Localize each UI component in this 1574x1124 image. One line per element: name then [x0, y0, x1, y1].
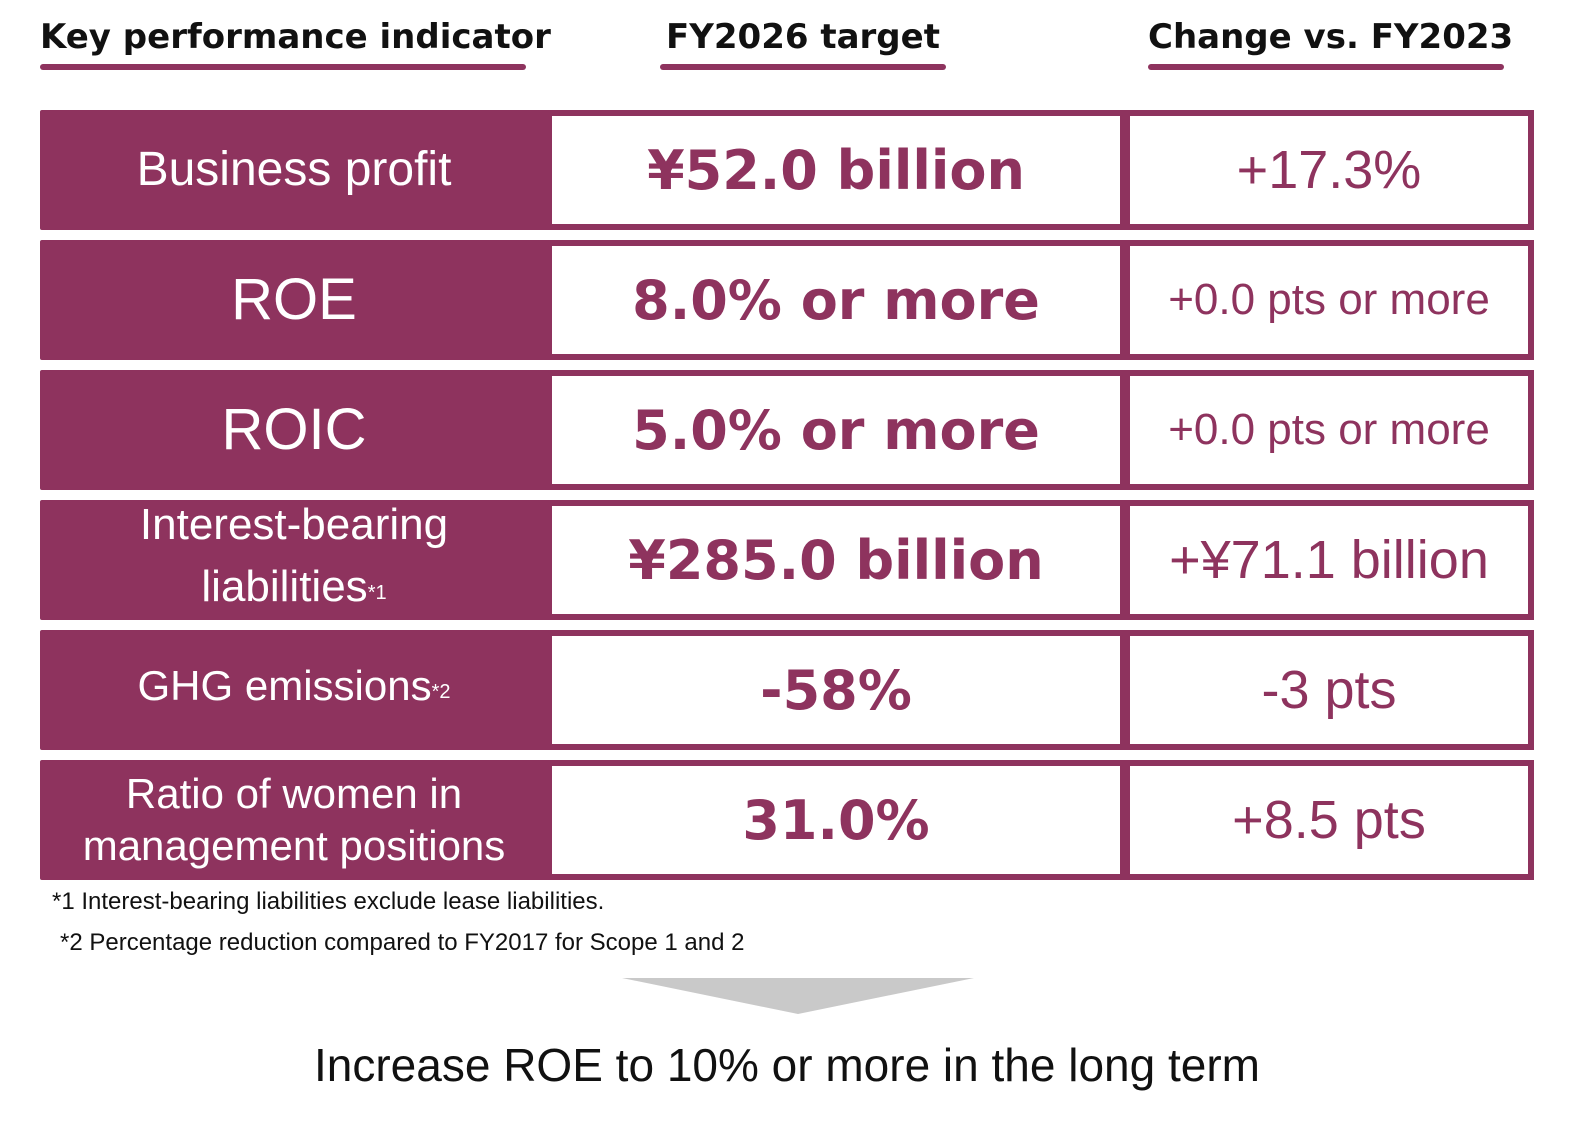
kpi-label-line-1: Interest-bearing: [139, 500, 449, 549]
kpi-change-cell: +¥71.1 billion: [1124, 500, 1534, 620]
kpi-label-text: Ratio of women in management positions: [83, 768, 506, 872]
conclusion-text: Increase ROE to 10% or more in the long …: [314, 1039, 1260, 1091]
kpi-target-cell: -58%: [546, 630, 1126, 750]
kpi-label-cell: ROE: [40, 240, 548, 360]
kpi-target-cell: 31.0%: [546, 760, 1126, 880]
kpi-change-cell: +0.0 pts or more: [1124, 240, 1534, 360]
kpi-change-cell: +0.0 pts or more: [1124, 370, 1534, 490]
kpi-change-cell: +8.5 pts: [1124, 760, 1534, 880]
kpi-label-text: Interest-bearing liabilities*1: [140, 494, 448, 626]
header-change-label: Change vs. FY2023: [1148, 17, 1514, 57]
header-target: FY2026 target: [660, 14, 946, 70]
kpi-target-cell: 5.0% or more: [546, 370, 1126, 490]
kpi-label-cell: GHG emissions*2: [40, 630, 548, 750]
kpi-target-cell: ¥52.0 billion: [546, 110, 1126, 230]
header-change: Change vs. FY2023: [1148, 14, 1514, 70]
kpi-label-cell: Business profit: [40, 110, 548, 230]
kpi-label-text: ROE: [231, 267, 357, 332]
kpi-change-cell: +17.3%: [1124, 110, 1534, 230]
header-kpi: Key performance indicator: [40, 14, 551, 70]
header-kpi-underline: [40, 64, 526, 70]
kpi-row-interest-bearing-liabilities: Interest-bearing liabilities*1 ¥285.0 bi…: [40, 500, 1534, 620]
kpi-label-main: GHG emissions: [137, 662, 432, 709]
header-target-label: FY2026 target: [666, 17, 940, 57]
kpi-label-text: ROIC: [221, 397, 367, 462]
header-kpi-label: Key performance indicator: [40, 17, 551, 57]
kpi-row-ghg-emissions: GHG emissions*2 -58% -3 pts: [40, 630, 1534, 750]
kpi-row-ratio-of-women: Ratio of women in management positions 3…: [40, 760, 1534, 880]
footnote-2: *2 Percentage reduction compared to FY20…: [60, 929, 745, 956]
kpi-row-business-profit: Business profit ¥52.0 billion +17.3%: [40, 110, 1534, 230]
footnote-marker: *1: [367, 582, 387, 604]
kpi-label-cell: Interest-bearing liabilities*1: [40, 500, 548, 620]
header-change-underline: [1148, 64, 1504, 70]
kpi-target-cell: ¥285.0 billion: [546, 500, 1126, 620]
kpi-label-cell: ROIC: [40, 370, 548, 490]
footnote-1: *1 Interest-bearing liabilities exclude …: [52, 888, 605, 915]
kpi-label-line-2: management positions: [82, 822, 506, 869]
header-target-underline: [660, 64, 946, 70]
kpi-row-roic: ROIC 5.0% or more +0.0 pts or more: [40, 370, 1534, 490]
down-arrow-icon: [622, 978, 974, 1014]
kpi-label-line-1: Ratio of women in: [125, 770, 463, 817]
footnote-marker: *2: [431, 681, 451, 703]
kpi-row-roe: ROE 8.0% or more +0.0 pts or more: [40, 240, 1534, 360]
kpi-change-cell: -3 pts: [1124, 630, 1534, 750]
kpi-target-cell: 8.0% or more: [546, 240, 1126, 360]
kpi-label-text: Business profit: [136, 143, 452, 196]
kpi-label-line-2: liabilities: [201, 562, 368, 611]
kpi-label-cell: Ratio of women in management positions: [40, 760, 548, 880]
kpi-label-text: GHG emissions*2: [138, 661, 451, 719]
